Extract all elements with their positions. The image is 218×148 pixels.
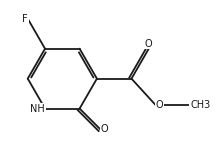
Text: NH: NH — [30, 104, 45, 114]
Text: O: O — [156, 100, 163, 110]
Text: F: F — [22, 14, 28, 24]
Text: O: O — [145, 39, 153, 49]
Text: CH3: CH3 — [190, 100, 211, 110]
Text: O: O — [100, 124, 108, 134]
